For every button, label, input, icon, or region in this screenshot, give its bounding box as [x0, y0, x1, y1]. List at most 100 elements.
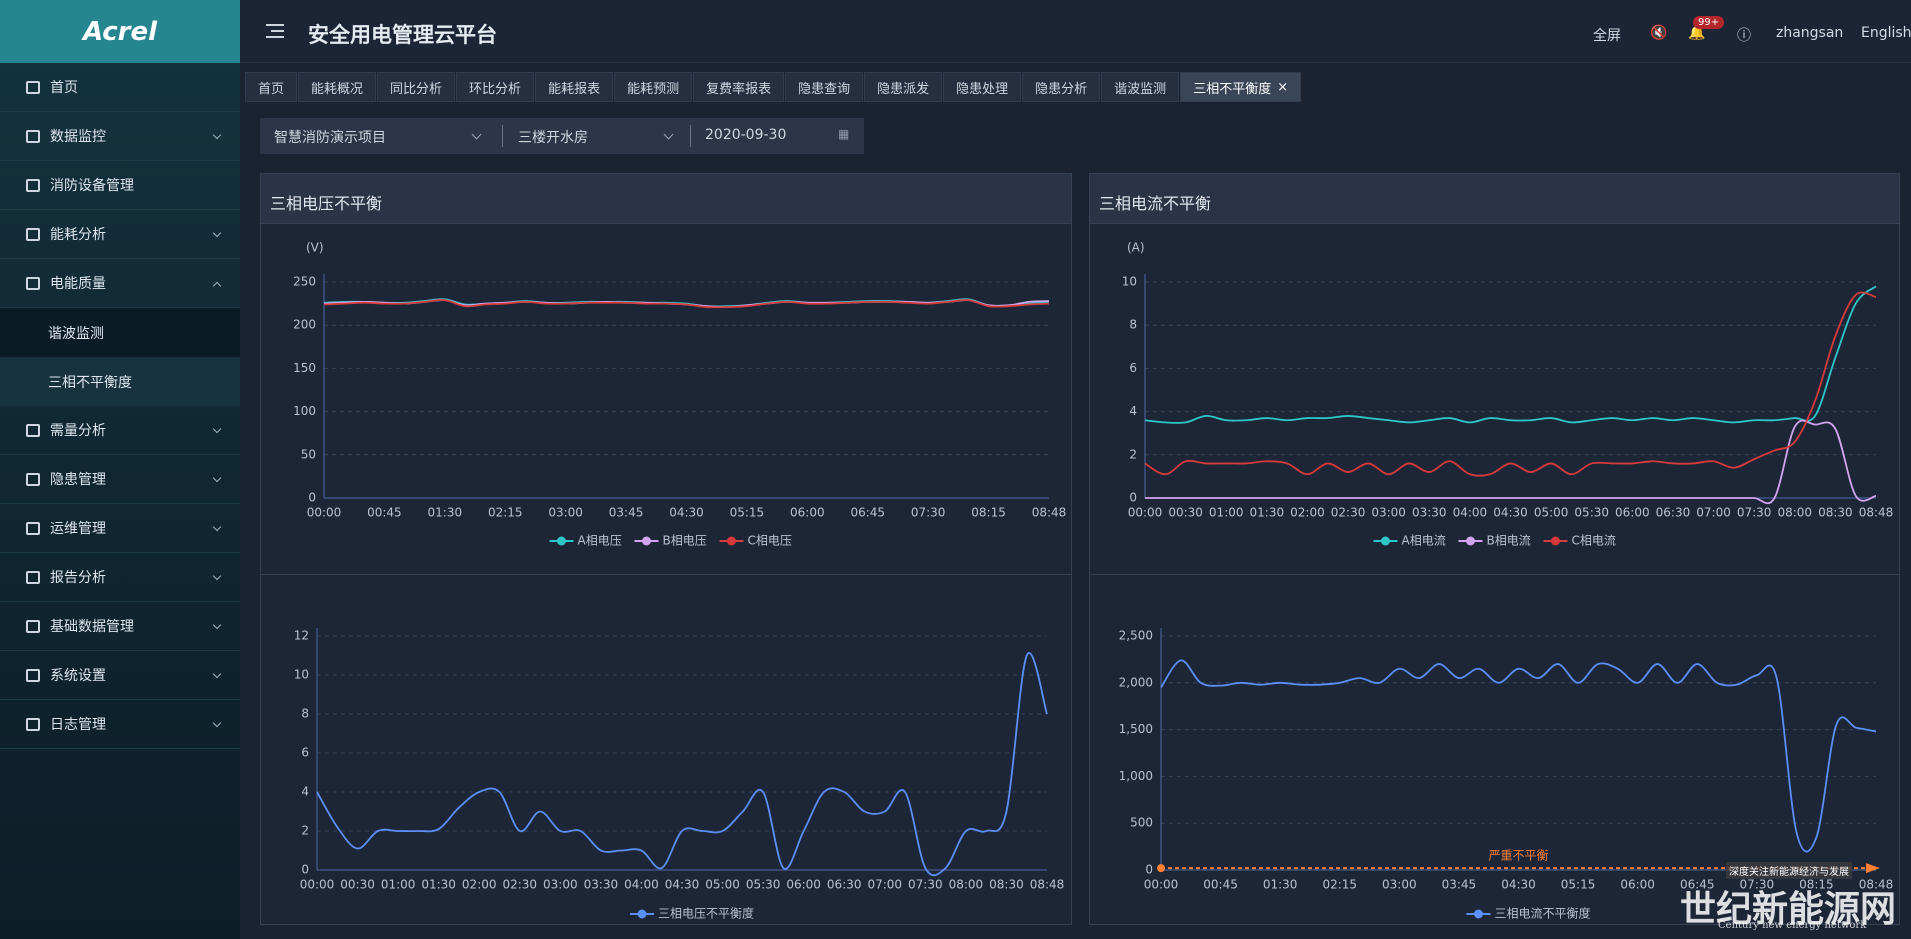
- x-tick-label: 07:00: [867, 878, 902, 892]
- x-tick-label: 08:30: [989, 878, 1024, 892]
- y-tick-label: 250: [293, 275, 316, 289]
- tab[interactable]: 三相不平衡度 ×: [1180, 72, 1302, 102]
- chart: 0 500 1,000 1,500 2,000 2,500 00:00 00:45 01:30 0…: [1090, 574, 1899, 921]
- x-tick-label: 04:00: [1453, 506, 1488, 520]
- tab-close[interactable]: ×: [1277, 79, 1289, 95]
- tab-label: 隐患处理: [956, 81, 1009, 97]
- x-tick-label: 03:45: [609, 506, 644, 520]
- menu-label: 日志管理: [50, 717, 106, 733]
- tab[interactable]: 隐患分析: [1022, 72, 1101, 102]
- language-switch[interactable]: English: [1861, 25, 1911, 41]
- room-select[interactable]: 三楼开水房: [518, 130, 588, 146]
- tab[interactable]: 首页: [245, 72, 298, 102]
- menu-item[interactable]: 运维管理: [0, 504, 240, 553]
- x-tick-label: 00:45: [1203, 878, 1238, 892]
- tab-label: 同比分析: [390, 81, 443, 97]
- tab[interactable]: 同比分析: [377, 72, 456, 102]
- legend-label: A相电压: [578, 534, 622, 548]
- y-tick-label: 4: [301, 785, 309, 799]
- y-tick-label: 10: [294, 668, 309, 682]
- x-tick-label: 08:15: [1799, 878, 1834, 892]
- user-name[interactable]: zhangsan: [1776, 25, 1844, 41]
- tab[interactable]: 隐患查询: [785, 72, 864, 102]
- tab[interactable]: 能耗概况: [298, 72, 377, 102]
- chart: (A) 0 2 4 6 8 10 00:00 00:30 01:00 01:30 02:00 02:30…: [1122, 241, 1894, 548]
- mark-line-start: [1157, 864, 1165, 873]
- legend-symbol: [1474, 909, 1483, 919]
- tab-label: 隐患查询: [798, 81, 851, 97]
- x-tick-label: 05:15: [1561, 878, 1596, 892]
- series-line: [1144, 419, 1877, 505]
- x-tick-label: 00:00: [1128, 506, 1163, 520]
- submenu-item[interactable]: 谐波监测: [0, 308, 240, 357]
- tab[interactable]: 复费率报表: [693, 72, 785, 102]
- menu-item[interactable]: 日志管理: [0, 700, 240, 749]
- tab[interactable]: 谐波监测: [1101, 72, 1180, 102]
- submenu-item[interactable]: 三相不平衡度: [0, 357, 240, 406]
- x-tick-label: 08:30: [1818, 506, 1853, 520]
- y-tick-label: 4: [1129, 404, 1137, 418]
- legend-symbol: [727, 536, 736, 546]
- x-tick-label: 07:30: [1740, 878, 1775, 892]
- menu-item[interactable]: 隐患管理: [0, 455, 240, 504]
- menu-label: 消防设备管理: [50, 178, 134, 194]
- menu-item[interactable]: 电能质量: [0, 259, 240, 308]
- x-tick-label: 06:30: [827, 878, 862, 892]
- project-select[interactable]: 智慧消防演示项目: [274, 130, 386, 146]
- menu-item[interactable]: 需量分析: [0, 406, 240, 455]
- menu-toggle[interactable]: [266, 24, 284, 38]
- tab[interactable]: 隐患派发: [864, 72, 943, 102]
- date-picker[interactable]: 2020-09-30: [705, 127, 787, 143]
- calendar-icon[interactable]: ▦: [838, 127, 850, 141]
- tab[interactable]: 隐患处理: [943, 72, 1022, 102]
- x-tick-label: 06:00: [786, 878, 821, 892]
- tab-label: 首页: [258, 81, 285, 97]
- tab-label: 隐患分析: [1035, 81, 1088, 97]
- menu-item[interactable]: 首页: [0, 63, 240, 112]
- tab[interactable]: 能耗预测: [614, 72, 693, 102]
- y-tick-label: 6: [1129, 361, 1137, 375]
- y-tick-label: 150: [293, 361, 316, 375]
- tab-label: 三相不平衡度: [1193, 81, 1272, 97]
- legend-symbol: [1466, 536, 1475, 546]
- y-tick-label: 2,500: [1119, 629, 1153, 643]
- bell-icon[interactable]: 🔔: [1688, 25, 1706, 41]
- fullscreen-button[interactable]: 全屏: [1593, 28, 1621, 44]
- menu-item[interactable]: 基础数据管理: [0, 602, 240, 651]
- x-tick-label: 01:30: [1263, 878, 1298, 892]
- watermark-slogan: 深度关注新能源经济与发展: [1726, 862, 1852, 879]
- legend-symbol: [1381, 536, 1390, 546]
- tab-label: 能耗报表: [548, 81, 601, 97]
- x-tick-label: 03:00: [548, 506, 583, 520]
- mark-line-label: 严重不平衡: [1488, 849, 1548, 863]
- app-title: 安全用电管理云平台: [308, 23, 497, 47]
- filter-bar: 智慧消防演示项目 三楼开水房 2020-09-30 ▦: [260, 118, 864, 154]
- tab[interactable]: 能耗报表: [535, 72, 614, 102]
- menu-item[interactable]: 数据监控: [0, 112, 240, 161]
- logo: Acrel: [0, 0, 240, 63]
- x-tick-label: 00:00: [307, 506, 342, 520]
- x-tick-label: 06:00: [1615, 506, 1650, 520]
- menu-label: 数据监控: [50, 129, 106, 145]
- x-tick-label: 08:48: [1859, 506, 1894, 520]
- x-tick-label: 05:00: [1534, 506, 1569, 520]
- x-tick-label: 02:30: [1331, 506, 1366, 520]
- menu-label: 三相不平衡度: [48, 374, 132, 391]
- help-icon[interactable]: ⓘ: [1737, 28, 1751, 44]
- menu-item[interactable]: 报告分析: [0, 553, 240, 602]
- menu-label: 报告分析: [50, 570, 106, 586]
- mark-line-arrow: [1866, 863, 1880, 874]
- x-tick-label: 02:15: [1322, 878, 1357, 892]
- mute-icon[interactable]: 🔇: [1650, 25, 1668, 41]
- menu-item[interactable]: 系统设置: [0, 651, 240, 700]
- x-tick-label: 01:30: [1250, 506, 1285, 520]
- legend-label: C相电压: [748, 534, 792, 548]
- menu-label: 电能质量: [50, 276, 106, 292]
- tab[interactable]: 环比分析: [456, 72, 535, 102]
- y-tick-label: 500: [1130, 816, 1153, 830]
- x-tick-label: 04:30: [669, 506, 704, 520]
- series-line: [316, 652, 1048, 877]
- menu-label: 运维管理: [50, 521, 106, 537]
- menu-item[interactable]: 能耗分析: [0, 210, 240, 259]
- menu-item[interactable]: 消防设备管理: [0, 161, 240, 210]
